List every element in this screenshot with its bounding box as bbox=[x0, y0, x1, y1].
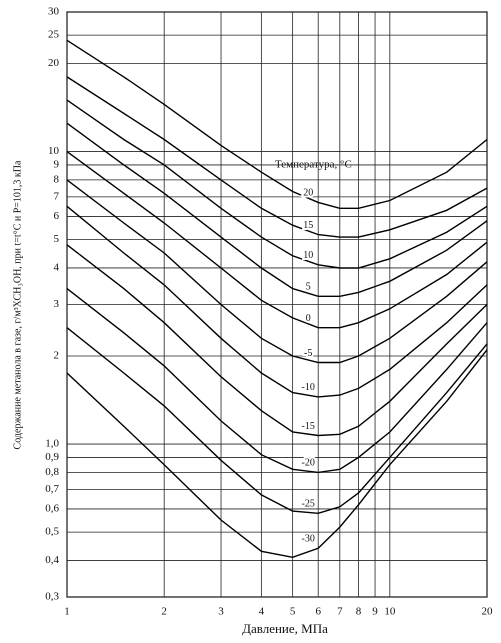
x-tick-label: 2 bbox=[161, 606, 167, 618]
curve-label: -15 bbox=[302, 421, 315, 432]
curve-label: 20 bbox=[303, 188, 313, 199]
y-tick-label: 0,6 bbox=[45, 502, 59, 514]
y-axis-label: Содержание метанола в газе, г/м³ХСН₃ОН, … bbox=[12, 160, 23, 449]
x-tick-label: 3 bbox=[218, 606, 224, 618]
curve-label: 15 bbox=[303, 220, 313, 231]
x-tick-label: 5 bbox=[290, 606, 296, 618]
curve-label: -25 bbox=[302, 499, 315, 510]
y-tick-label: 25 bbox=[48, 29, 60, 41]
y-tick-label: 0,4 bbox=[45, 554, 59, 566]
curve-label: 10 bbox=[303, 250, 313, 261]
y-tick-label: 4 bbox=[54, 261, 60, 273]
curve bbox=[66, 151, 488, 329]
y-tick-label: 0,3 bbox=[45, 591, 59, 603]
y-tick-label: 10 bbox=[48, 145, 60, 157]
y-tick-label: 0,7 bbox=[45, 483, 59, 495]
y-tick-label: 5 bbox=[54, 233, 60, 245]
y-tick-label: 0,5 bbox=[45, 526, 59, 538]
x-tick-label: 1 bbox=[64, 606, 70, 618]
curve bbox=[66, 349, 488, 559]
curve bbox=[66, 288, 488, 474]
y-tick-label: 3 bbox=[54, 298, 60, 310]
curve bbox=[66, 179, 488, 364]
x-tick-label: 20 bbox=[482, 606, 494, 618]
curve-label: 0 bbox=[306, 313, 311, 324]
y-tick-label: 20 bbox=[48, 57, 60, 69]
y-tick-label: 0,8 bbox=[45, 466, 59, 478]
curve bbox=[66, 244, 488, 437]
curve bbox=[66, 76, 488, 238]
curve-label: -10 bbox=[302, 382, 315, 393]
y-tick-label: 9 bbox=[54, 158, 60, 170]
y-tick-label: 30 bbox=[48, 6, 60, 18]
curve bbox=[66, 99, 488, 269]
y-tick-label: 8 bbox=[54, 173, 60, 185]
y-tick-label: 1,0 bbox=[45, 438, 59, 450]
x-tick-label: 10 bbox=[384, 606, 396, 618]
x-tick-label: 4 bbox=[259, 606, 265, 618]
curve bbox=[66, 39, 488, 209]
y-tick-label: 0,9 bbox=[45, 451, 59, 463]
curve-label: -5 bbox=[304, 348, 312, 359]
curve bbox=[66, 327, 488, 515]
curve bbox=[66, 122, 488, 297]
y-tick-label: 7 bbox=[54, 190, 60, 202]
x-tick-label: 9 bbox=[372, 606, 378, 618]
curve bbox=[66, 205, 488, 398]
y-tick-label: 6 bbox=[54, 210, 60, 222]
x-axis-label: Давление, МПа bbox=[242, 621, 328, 636]
x-tick-label: 8 bbox=[356, 606, 362, 618]
x-tick-label: 6 bbox=[315, 606, 321, 618]
legend-title: Температура, °С bbox=[275, 159, 352, 171]
curve-label: -30 bbox=[302, 534, 315, 545]
y-tick-label: 2 bbox=[54, 350, 60, 362]
x-tick-label: 7 bbox=[337, 606, 343, 618]
curve-label: -20 bbox=[302, 458, 315, 469]
curve-label: 5 bbox=[306, 282, 311, 293]
